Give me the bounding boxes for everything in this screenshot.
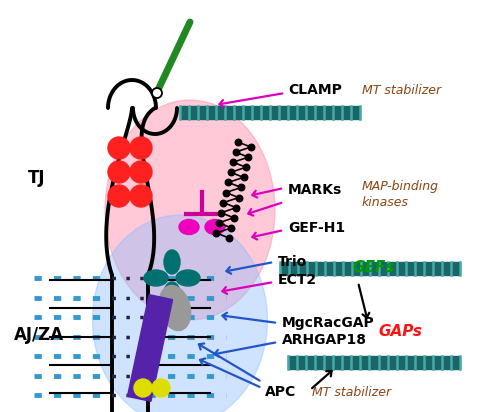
Point bbox=[222, 189, 230, 196]
Text: MARKs: MARKs bbox=[288, 183, 342, 197]
Point bbox=[229, 159, 237, 166]
Ellipse shape bbox=[164, 250, 180, 274]
Point bbox=[226, 169, 234, 176]
Point bbox=[225, 235, 233, 241]
Text: TJ: TJ bbox=[28, 169, 46, 187]
Text: APC: APC bbox=[265, 385, 296, 399]
Ellipse shape bbox=[179, 220, 199, 234]
Ellipse shape bbox=[105, 100, 275, 320]
Text: GAPs: GAPs bbox=[378, 325, 422, 339]
Point bbox=[220, 199, 228, 206]
Polygon shape bbox=[280, 262, 460, 274]
Ellipse shape bbox=[164, 282, 180, 306]
Ellipse shape bbox=[144, 270, 168, 286]
Text: ARHGAP18: ARHGAP18 bbox=[282, 333, 367, 347]
Polygon shape bbox=[128, 295, 172, 401]
Point bbox=[214, 220, 222, 226]
Text: AJ/ZA: AJ/ZA bbox=[14, 326, 64, 344]
Ellipse shape bbox=[92, 215, 268, 412]
Point bbox=[234, 194, 242, 201]
Circle shape bbox=[152, 88, 162, 98]
Text: MT stabilizer: MT stabilizer bbox=[312, 386, 391, 398]
Circle shape bbox=[130, 185, 152, 207]
Circle shape bbox=[108, 137, 130, 159]
Point bbox=[234, 139, 242, 145]
Text: GEFs: GEFs bbox=[352, 260, 395, 276]
Point bbox=[232, 149, 239, 155]
Circle shape bbox=[108, 185, 130, 207]
Point bbox=[247, 144, 255, 150]
Point bbox=[224, 179, 232, 186]
Circle shape bbox=[130, 137, 152, 159]
Text: MAP-binding: MAP-binding bbox=[362, 180, 439, 192]
Circle shape bbox=[108, 161, 130, 183]
Point bbox=[217, 209, 225, 216]
Polygon shape bbox=[180, 105, 360, 119]
Point bbox=[232, 204, 240, 211]
Text: CLAMP: CLAMP bbox=[288, 83, 342, 97]
Text: MT stabilizer: MT stabilizer bbox=[362, 84, 441, 96]
Text: MgcRacGAP: MgcRacGAP bbox=[282, 316, 375, 330]
Point bbox=[244, 154, 252, 160]
Circle shape bbox=[130, 161, 152, 183]
Point bbox=[230, 215, 238, 221]
Ellipse shape bbox=[160, 286, 190, 330]
Circle shape bbox=[152, 379, 170, 397]
Point bbox=[228, 225, 235, 231]
Ellipse shape bbox=[176, 270, 200, 286]
Circle shape bbox=[134, 379, 152, 397]
Ellipse shape bbox=[205, 220, 225, 234]
Text: kinases: kinases bbox=[362, 196, 409, 208]
Point bbox=[240, 174, 248, 181]
Text: ECT2: ECT2 bbox=[278, 273, 317, 287]
Text: GEF-H1: GEF-H1 bbox=[288, 221, 345, 235]
Point bbox=[242, 164, 250, 171]
Point bbox=[212, 229, 220, 236]
Point bbox=[237, 184, 245, 191]
Text: Trio: Trio bbox=[278, 255, 307, 269]
Polygon shape bbox=[288, 356, 460, 368]
